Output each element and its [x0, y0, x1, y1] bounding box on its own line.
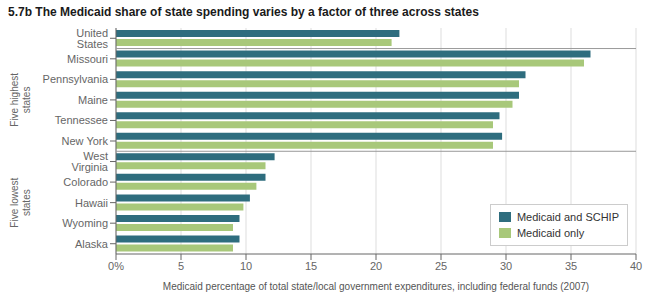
- svg-text:Pennsylvania: Pennsylvania: [43, 73, 109, 85]
- svg-text:40: 40: [630, 260, 642, 272]
- svg-text:Medicaid percentage of total s: Medicaid percentage of total state/local…: [163, 281, 589, 292]
- svg-text:Five higheststates: Five higheststates: [9, 73, 32, 127]
- svg-text:10: 10: [240, 260, 252, 272]
- svg-text:Colorado: Colorado: [63, 176, 108, 188]
- svg-text:Missouri: Missouri: [67, 53, 108, 65]
- svg-text:25: 25: [435, 260, 447, 272]
- svg-text:0%: 0%: [108, 260, 124, 272]
- svg-text:30: 30: [500, 260, 512, 272]
- svg-text:Tennessee: Tennessee: [55, 114, 108, 126]
- svg-text:15: 15: [305, 260, 317, 272]
- svg-text:5: 5: [178, 260, 184, 272]
- svg-text:Hawaii: Hawaii: [75, 197, 108, 209]
- svg-text:20: 20: [370, 260, 382, 272]
- svg-text:Wyoming: Wyoming: [62, 217, 108, 229]
- html-text:Medicaid and SCHIP: Medicaid and SCHIP: [516, 211, 619, 223]
- svg-text:New York: New York: [62, 135, 109, 147]
- svg-text:Alaska: Alaska: [75, 238, 109, 250]
- svg-text:Maine: Maine: [78, 94, 108, 106]
- svg-text:UnitedStates: UnitedStates: [76, 27, 108, 50]
- svg-text:35: 35: [565, 260, 577, 272]
- svg-text:Five loweststates: Five loweststates: [9, 177, 32, 227]
- html-text:Medicaid only: Medicaid only: [516, 227, 585, 239]
- svg-text:WestVirginia: WestVirginia: [72, 150, 109, 173]
- html-text:5.7b The Medicaid share of sta: 5.7b The Medicaid share of state spendin…: [8, 5, 479, 19]
